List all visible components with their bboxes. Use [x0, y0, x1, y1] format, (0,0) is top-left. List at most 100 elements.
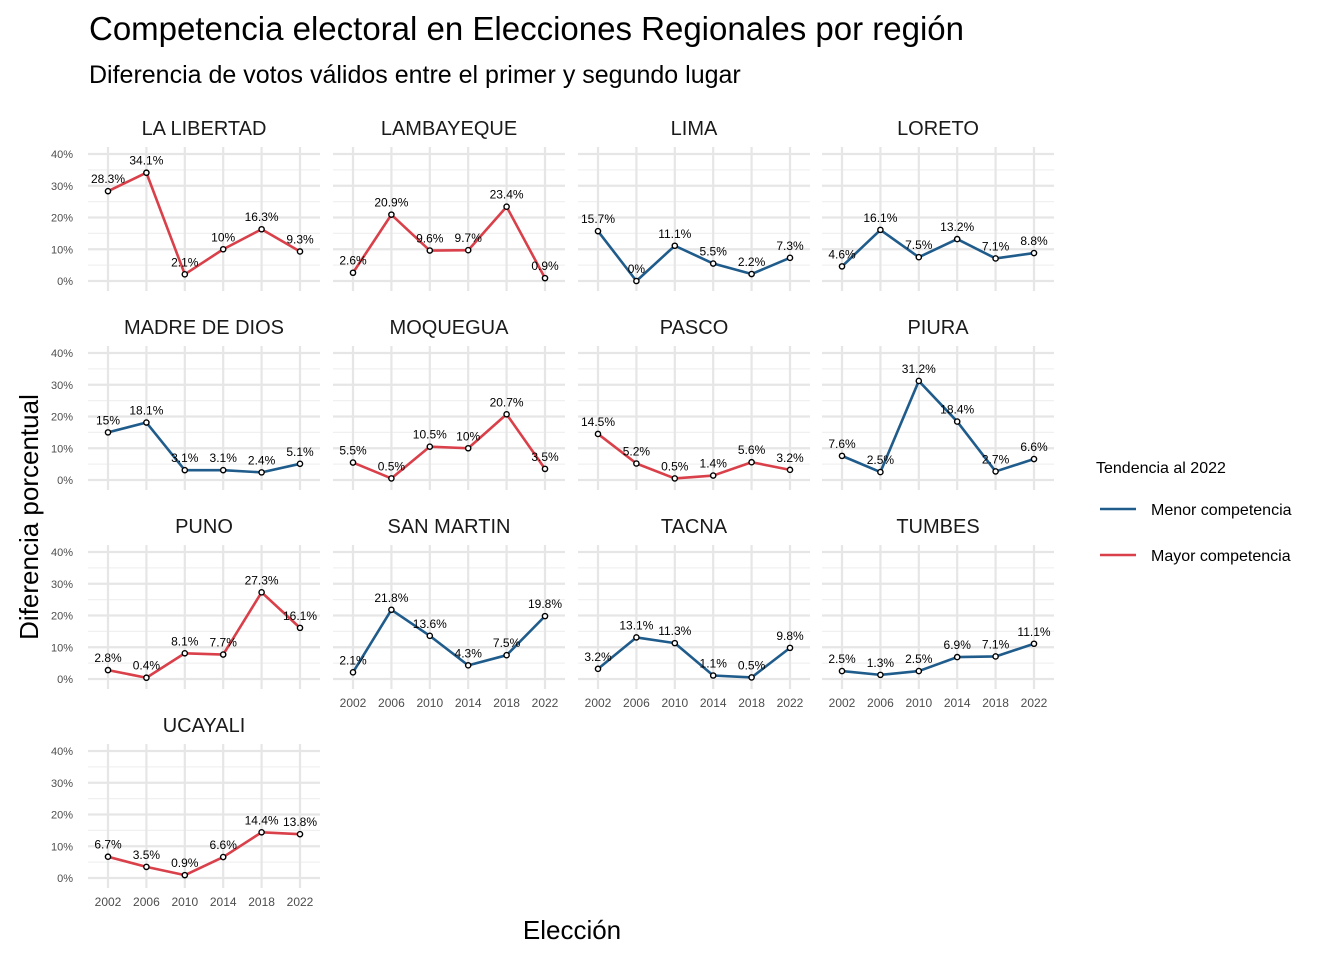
data-label: 11.1% — [1017, 625, 1050, 639]
y-tick-label: 10% — [51, 244, 73, 256]
x-tick-label: 2022 — [777, 696, 804, 710]
data-label: 20.7% — [490, 395, 524, 409]
data-point — [953, 653, 961, 661]
data-point — [1030, 249, 1038, 257]
data-label: 8.1% — [171, 634, 199, 648]
y-tick-label: 0% — [57, 475, 73, 487]
data-point — [915, 253, 923, 261]
data-point — [992, 255, 999, 262]
data-point — [258, 589, 265, 596]
data-label: 16.1% — [863, 211, 897, 225]
data-point — [1030, 640, 1038, 648]
data-point — [143, 863, 150, 871]
data-label: 16.1% — [283, 609, 317, 623]
x-tick-label: 2010 — [171, 895, 198, 909]
data-point — [877, 468, 884, 476]
data-label: 3.1% — [171, 451, 199, 465]
data-label: 7.7% — [210, 636, 238, 650]
series-line — [107, 421, 301, 474]
y-tick-label: 10% — [51, 443, 73, 455]
data-point — [953, 235, 961, 243]
panel-tacna: TACNA 2002 2006 2010 2014 2018 2022 3.2% 13.1% 11… — [578, 516, 810, 710]
data-label: 21.8% — [374, 591, 408, 605]
data-point — [349, 459, 357, 466]
panel-puno: PUNO 0% 10% 20% 30% 40% 2.8% 0.4% 8.1% 7.7% 27.3% 1… — [51, 516, 320, 689]
x-tick-label: 2010 — [661, 696, 688, 710]
x-axis-title: Elección — [523, 915, 621, 945]
data-label: 4.6% — [828, 247, 856, 261]
data-point — [181, 466, 189, 474]
data-label: 19.8% — [528, 597, 562, 611]
data-point — [258, 828, 265, 836]
x-tick-label: 2002 — [585, 696, 612, 710]
data-point — [296, 460, 304, 468]
data-label: 34.1% — [129, 154, 163, 168]
data-point — [104, 187, 112, 195]
y-tick-label: 30% — [51, 778, 73, 790]
panel-lima: LIMA 15.7% 0% 11.1% 5.5% 2.2% 7.3% — [578, 118, 810, 291]
y-tick-label: 40% — [51, 547, 73, 559]
x-tick-label: 2006 — [623, 696, 650, 710]
data-point — [104, 666, 112, 674]
y-tick-label: 20% — [51, 213, 73, 225]
x-tick-label: 2002 — [340, 696, 367, 710]
data-label: 2.4% — [248, 453, 276, 467]
data-label: 27.3% — [245, 573, 279, 587]
data-label: 4.3% — [455, 646, 483, 660]
data-label: 13.2% — [940, 220, 974, 234]
data-label: 0.5% — [661, 459, 689, 473]
data-point — [748, 270, 755, 278]
data-label: 10% — [456, 429, 480, 443]
data-point — [915, 667, 923, 675]
data-label: 0.4% — [133, 659, 161, 673]
data-point — [671, 242, 679, 250]
data-point — [503, 651, 510, 659]
legend-label-menor: Menor competencia — [1151, 502, 1292, 519]
data-point — [992, 468, 999, 475]
x-tick-label: 2018 — [493, 696, 520, 710]
data-point — [786, 466, 794, 474]
x-tick-label: 2010 — [905, 696, 932, 710]
panel-tumbes: TUMBES 2002 2006 2010 2014 2018 2022 2.5% 1.3% 2.… — [822, 516, 1054, 710]
data-point — [296, 248, 304, 255]
data-label: 6.6% — [210, 838, 238, 852]
data-label: 5.6% — [738, 443, 766, 457]
data-point — [219, 466, 227, 474]
data-point — [541, 465, 549, 473]
data-point — [219, 651, 227, 658]
data-point — [953, 418, 961, 425]
x-tick-label: 2006 — [133, 895, 160, 909]
data-label: 2.8% — [94, 651, 122, 665]
panel-title: UCAYALI — [163, 715, 246, 737]
data-label: 6.7% — [94, 838, 122, 852]
data-point — [633, 277, 640, 285]
data-point — [258, 469, 265, 476]
data-point — [219, 245, 227, 253]
data-label: 7.5% — [493, 636, 521, 650]
panel-title: PUNO — [175, 516, 233, 538]
panel-loreto: LORETO 4.6% 16.1% 7.5% 13.2% 7.1% 8.8% — [822, 118, 1054, 291]
legend-label-mayor: Mayor competencia — [1151, 548, 1291, 565]
data-label: 5.2% — [623, 444, 651, 458]
data-label: 20.9% — [374, 196, 408, 210]
data-point — [877, 671, 884, 679]
data-point — [748, 674, 755, 681]
data-label: 13.6% — [413, 617, 447, 631]
x-tick-label: 2014 — [944, 696, 971, 710]
panel-san-martin: SAN MARTIN 2002 2006 2010 2014 2018 2022 2.1% 21… — [333, 516, 565, 710]
panel-title: LIMA — [671, 118, 718, 140]
data-label: 11.1% — [658, 227, 691, 241]
data-point — [992, 653, 999, 660]
data-label: 13.8% — [283, 815, 317, 829]
y-tick-label: 40% — [51, 746, 73, 758]
data-point — [426, 443, 434, 450]
data-point — [181, 271, 189, 278]
y-axis-title: Diferencia porcentual — [14, 394, 44, 640]
data-point — [633, 634, 640, 641]
data-point — [786, 644, 794, 652]
data-point — [388, 606, 395, 614]
x-tick-label: 2002 — [829, 696, 856, 710]
data-point — [143, 674, 150, 682]
data-label: 28.3% — [91, 172, 125, 186]
